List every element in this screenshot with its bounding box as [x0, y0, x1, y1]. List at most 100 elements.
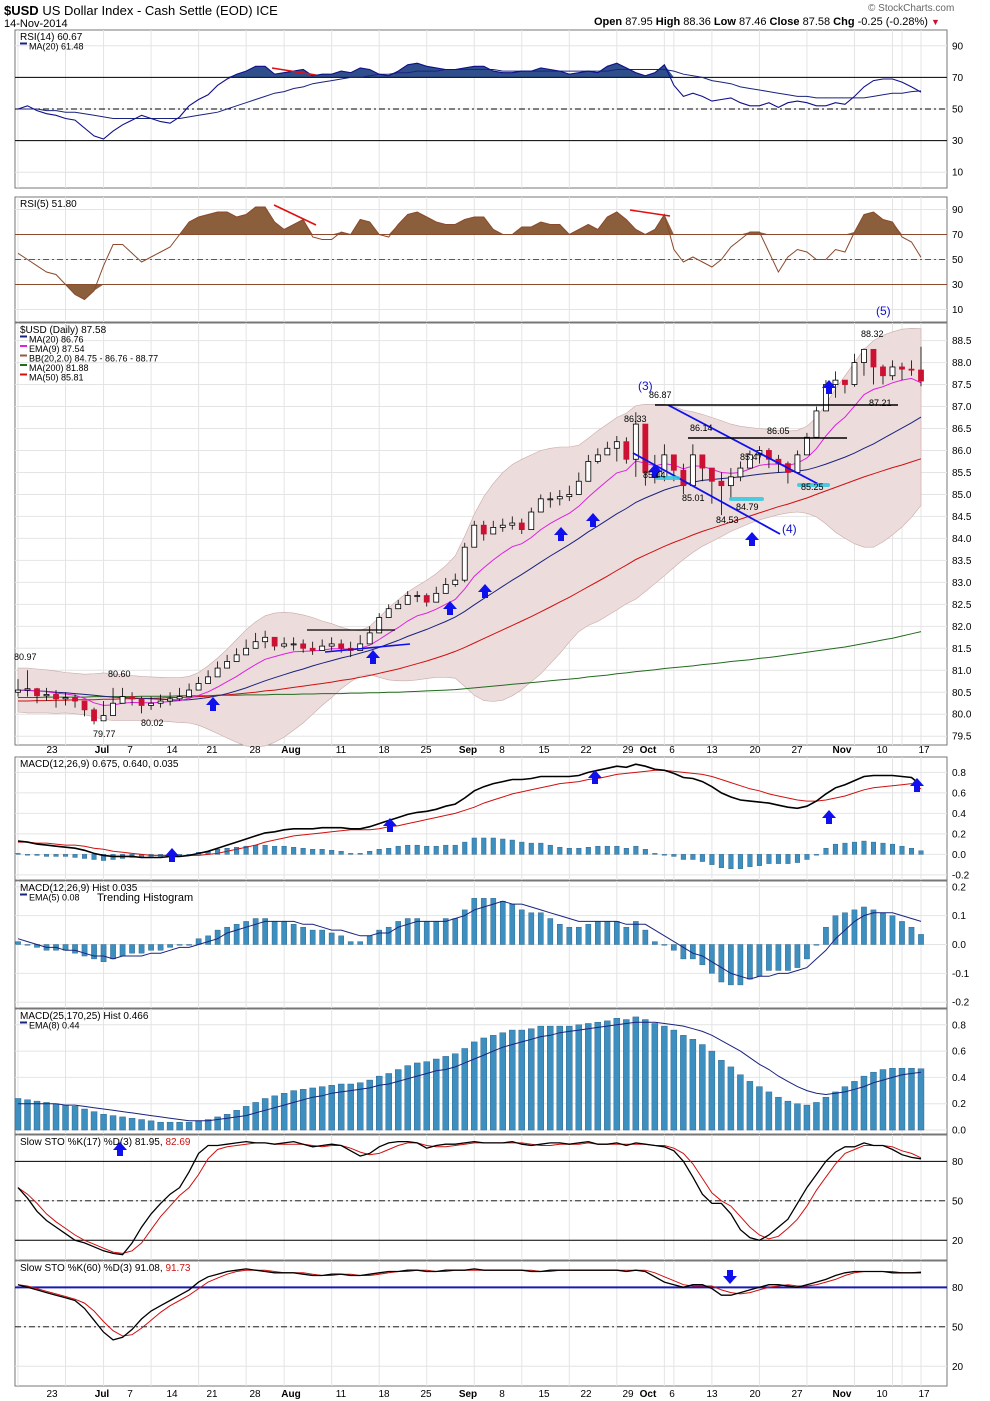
long-hist-bar — [860, 1075, 868, 1131]
candle-body — [490, 527, 497, 535]
price-label: 85.47 — [740, 452, 763, 462]
y-tick-label: 82.0 — [952, 622, 972, 633]
long-hist-bar — [727, 1066, 735, 1131]
long-hist-bar — [632, 1016, 640, 1131]
long-hist-bar — [480, 1037, 487, 1131]
y-tick-label: 0.2 — [952, 882, 966, 893]
macd-hist-bar — [376, 849, 382, 855]
down-arrow-icon: ▼ — [931, 17, 940, 27]
candle-body — [556, 496, 563, 500]
long-hist-bar — [385, 1073, 392, 1131]
candle-body — [461, 546, 468, 581]
trend-hist-bar — [595, 921, 601, 945]
y-tick-label: 80 — [952, 1157, 964, 1168]
candle-body — [699, 454, 706, 469]
trend-hist-bar — [262, 918, 268, 945]
macd-hist-bar — [44, 854, 50, 857]
trend-hist-bar — [661, 944, 668, 946]
y-tick-label: 30 — [952, 280, 964, 291]
long-hist-bar — [147, 1120, 155, 1131]
macd-line — [17, 763, 922, 859]
trend-hist-bar — [642, 929, 649, 945]
long-hist-bar — [176, 1121, 183, 1131]
trend-hist-bar — [91, 944, 97, 960]
macd-hist-bar — [557, 847, 563, 855]
x-axis-label: Nov — [833, 745, 852, 756]
candle-body — [138, 698, 145, 706]
long-hist-bar — [737, 1074, 744, 1131]
candle-body — [480, 524, 487, 535]
candle-body — [53, 694, 59, 700]
y-tick-label: 80.0 — [952, 710, 972, 721]
macd-hist-bar — [424, 845, 430, 855]
buy-arrow-icon — [478, 584, 492, 598]
support-highlight-2 — [797, 483, 830, 487]
x-axis-label: 29 — [622, 745, 634, 756]
trend-hist-bar — [357, 941, 363, 945]
candle-body — [537, 498, 544, 513]
long-hist-bar — [594, 1021, 602, 1131]
candle-body — [670, 454, 677, 471]
price-label: 80.60 — [108, 669, 131, 679]
x-axis-label: Sep — [459, 745, 477, 756]
panel-title-5: MACD(25,170,25) Hist 0.466 — [20, 1011, 149, 1022]
macd-hist-bar — [899, 845, 905, 855]
macd-hist-bar — [500, 838, 506, 855]
candle-body — [727, 476, 734, 487]
x-axis-label-bottom: 11 — [336, 1389, 347, 1400]
candle-body — [43, 694, 50, 697]
x-axis-label: 23 — [46, 745, 58, 756]
long-hist-bar — [917, 1068, 925, 1131]
x-axis-label-bottom: 8 — [499, 1389, 505, 1400]
candle-body — [290, 643, 297, 646]
macd-arrow-icon — [910, 778, 924, 792]
long-hist-bar — [52, 1103, 60, 1131]
sto14-d-line — [17, 1142, 922, 1254]
candle-body — [24, 688, 31, 691]
candle-body — [518, 522, 525, 531]
long-hist-bar — [528, 1028, 535, 1131]
macd-hist-bar — [310, 849, 316, 855]
y-tick-label: -0.1 — [952, 969, 970, 980]
long-hist-bar — [157, 1121, 164, 1131]
y-tick-label: 81.5 — [952, 644, 972, 655]
y-tick-label: -0.2 — [952, 870, 970, 881]
candle-body — [91, 709, 97, 722]
x-axis-label-bottom: Oct — [640, 1389, 657, 1400]
price-label: 85.01 — [682, 493, 705, 503]
trend-hist-bar — [699, 944, 706, 965]
x-axis-label-bottom: 18 — [378, 1389, 390, 1400]
macd-hist-bar — [652, 853, 658, 855]
x-axis-label: 15 — [538, 745, 550, 756]
trend-hist-bar — [728, 944, 734, 986]
candle-body — [205, 676, 212, 684]
y-tick-label: 0.6 — [952, 1047, 966, 1058]
x-axis-label-bottom: 29 — [622, 1389, 634, 1400]
long-hist-bar — [822, 1096, 830, 1131]
y-tick-label: 10 — [952, 168, 964, 179]
long-hist-bar — [775, 1096, 782, 1131]
long-hist-bar — [366, 1079, 373, 1131]
macd-hist-bar — [82, 854, 88, 859]
long-hist-bar — [746, 1081, 754, 1131]
support-highlight-1 — [729, 497, 764, 501]
long-hist-bar — [879, 1069, 887, 1131]
macd-hist-bar — [842, 842, 848, 855]
candle-body — [243, 647, 250, 656]
macd-hist-bar — [785, 854, 791, 864]
candle-body — [747, 454, 753, 469]
trend-hist-bar — [918, 934, 924, 945]
trend-hist-bar — [385, 926, 392, 945]
trend-hist-bar — [623, 926, 630, 945]
candle-body — [252, 641, 259, 649]
macd-hist-bar — [338, 851, 344, 855]
legend-swatch — [20, 364, 27, 366]
long-hist-bar — [556, 1025, 563, 1131]
long-hist-bar — [404, 1065, 411, 1131]
ohlc-summary: Open 87.95 High 88.36 Low 87.46 Close 87… — [594, 16, 940, 28]
close-value: 87.58 — [802, 16, 831, 28]
candle-body — [585, 461, 592, 482]
long-hist-bar — [898, 1068, 906, 1131]
x-axis-label-bottom: 15 — [538, 1389, 550, 1400]
buy-arrow-icon — [586, 513, 600, 527]
